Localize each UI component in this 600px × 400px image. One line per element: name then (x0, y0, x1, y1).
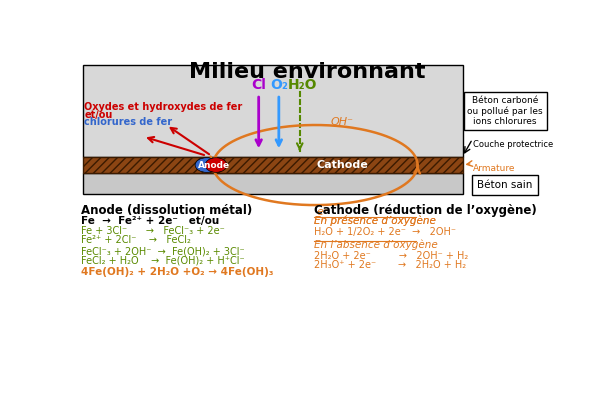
FancyBboxPatch shape (83, 157, 463, 173)
Text: Fe  →  Fe²⁺ + 2e⁻   et/ou: Fe → Fe²⁺ + 2e⁻ et/ou (81, 216, 220, 226)
Text: Cathode: Cathode (317, 160, 368, 170)
Text: Cathode (réduction de l’oxygène): Cathode (réduction de l’oxygène) (314, 204, 536, 216)
Text: FeCl₂ + H₂O    →  Fe(OH)₂ + H⁺Cl⁻: FeCl₂ + H₂O → Fe(OH)₂ + H⁺Cl⁻ (81, 256, 245, 266)
Text: Fe²⁺ + 2Cl⁻    →   FeCl₂: Fe²⁺ + 2Cl⁻ → FeCl₂ (81, 235, 191, 245)
Text: Béton sain: Béton sain (478, 180, 533, 190)
Ellipse shape (195, 158, 218, 172)
Text: Armature: Armature (473, 164, 516, 173)
Text: En présence d’oxygène: En présence d’oxygène (314, 216, 436, 226)
Text: OH⁻: OH⁻ (331, 116, 354, 126)
Text: FeCl⁻₃ + 2OH⁻  →  Fe(OH)₂ + 3Cl⁻: FeCl⁻₃ + 2OH⁻ → Fe(OH)₂ + 3Cl⁻ (81, 247, 245, 257)
Text: Béton carboné
ou pollué par les
ions chlorures: Béton carboné ou pollué par les ions chl… (467, 96, 543, 126)
Text: En l’absence d’oxygène: En l’absence d’oxygène (314, 240, 437, 250)
Text: Couche protectrice: Couche protectrice (473, 140, 554, 149)
Text: Milieu environnant: Milieu environnant (189, 62, 426, 82)
Text: H₂O + 1/2O₂ + 2e⁻  →   2OH⁻: H₂O + 1/2O₂ + 2e⁻ → 2OH⁻ (314, 227, 456, 237)
Text: 4Fe(OH)₂ + 2H₂O +O₂ → 4Fe(OH)₃: 4Fe(OH)₂ + 2H₂O +O₂ → 4Fe(OH)₃ (81, 268, 274, 278)
Text: Anode: Anode (197, 160, 230, 170)
Text: chlorures de fer: chlorures de fer (84, 117, 172, 127)
Text: 2H₃O⁺ + 2e⁻       →   2H₂O + H₂: 2H₃O⁺ + 2e⁻ → 2H₂O + H₂ (314, 260, 466, 270)
Text: 2H₂O + 2e⁻         →   2OH⁻ + H₂: 2H₂O + 2e⁻ → 2OH⁻ + H₂ (314, 250, 468, 260)
Text: En présence d’oxygène: En présence d’oxygène (314, 216, 436, 226)
Text: O₂: O₂ (270, 78, 288, 92)
Text: e⁻: e⁻ (317, 207, 329, 217)
Text: Cl: Cl (251, 78, 266, 92)
FancyBboxPatch shape (83, 173, 463, 194)
Text: H₂O: H₂O (287, 78, 317, 92)
Text: Oxydes et hydroxydes de fer: Oxydes et hydroxydes de fer (84, 102, 242, 112)
Ellipse shape (205, 158, 227, 172)
Text: Anode (dissolution métal): Anode (dissolution métal) (81, 204, 253, 216)
FancyBboxPatch shape (83, 65, 463, 157)
Text: et/ou: et/ou (84, 110, 113, 120)
Text: Fe + 3Cl⁻      →   FeCl⁻₃ + 2e⁻: Fe + 3Cl⁻ → FeCl⁻₃ + 2e⁻ (81, 226, 225, 236)
